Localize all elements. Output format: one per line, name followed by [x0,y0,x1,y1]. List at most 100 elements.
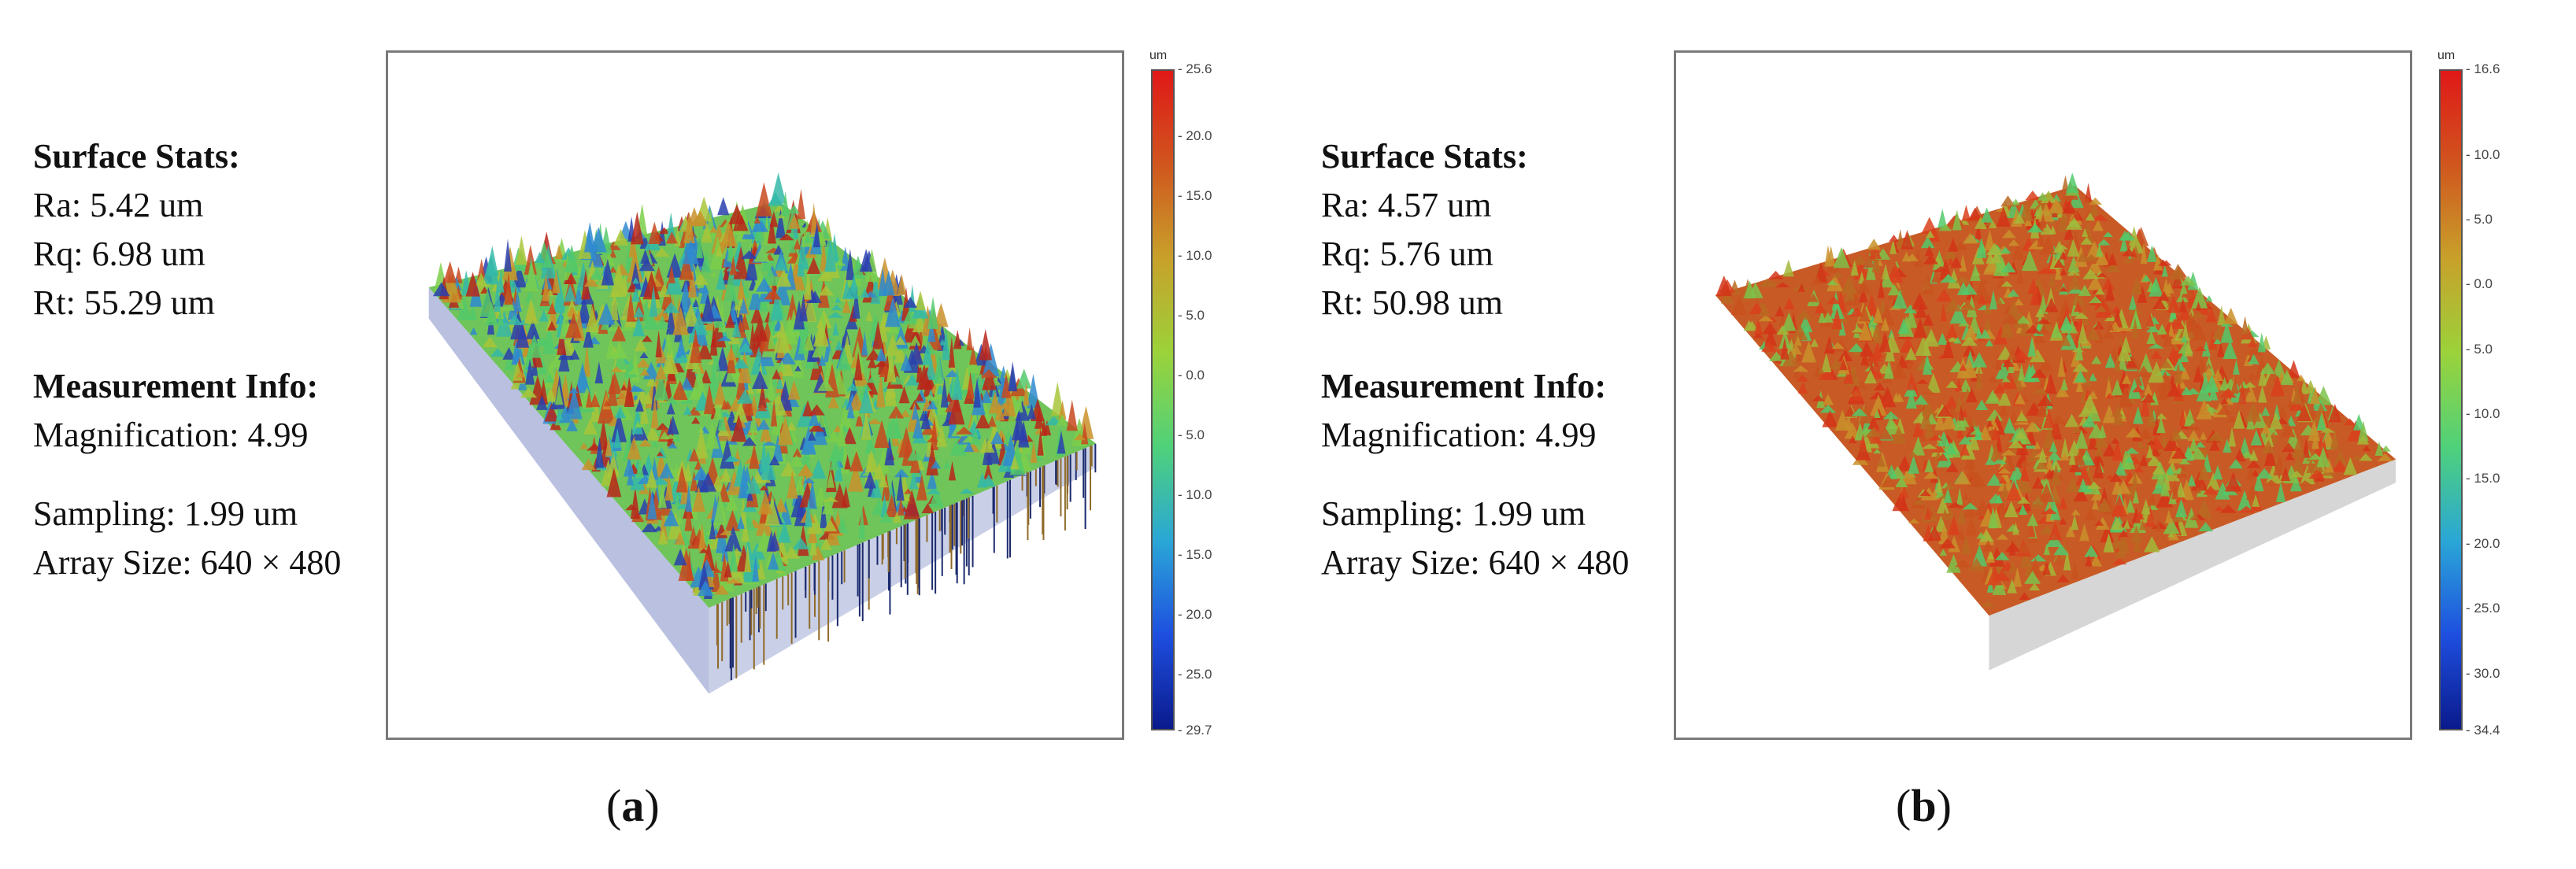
surface-peak [2123,519,2131,529]
surface-peak [2017,542,2031,553]
surface-peak [878,446,890,474]
surface-peak [2048,198,2065,213]
surface-peak [786,421,797,431]
surface-peak [1906,355,1914,370]
surface-peak [1821,353,1832,372]
surface-peak [564,312,582,338]
surface-peak [2012,567,2023,587]
surface-peak [2316,446,2330,468]
surface-peak [2000,195,2015,207]
surface-peak [1859,341,1875,357]
surface-peak [894,345,908,363]
surface-peak [2176,481,2186,498]
surface-peak [1988,507,1998,529]
surface-peak [698,522,706,551]
surface-peak [2037,325,2050,335]
surface-peak [778,360,786,372]
surface-peak [590,393,601,408]
surface-peak [772,368,782,379]
surface-peak [818,354,827,366]
surface-peak [630,486,640,520]
rt-value: Rt: 55.29 um [33,283,216,322]
surface-peak [689,328,702,364]
surface-peak [827,394,839,409]
surface-peak [2125,427,2142,438]
surface-peak [610,366,623,372]
surface-peak [806,257,821,274]
surface-peak [2053,544,2070,556]
surface-peak [443,261,457,283]
rq-value: Rq: 6.98 um [33,235,205,273]
surface-peak [2008,439,2024,449]
surface-peak [2148,489,2156,506]
surface-peak [752,370,768,390]
surface-peak [650,441,660,447]
surface-peak [2103,533,2115,553]
surface-peak [635,399,644,412]
surface-peak [1814,301,1826,314]
surface-peak [2027,447,2042,462]
surface-peak [2328,404,2342,423]
surface-peak [911,403,920,420]
surface-peak [1937,495,1949,514]
surface-peak [1920,235,1935,249]
surface-peak [1880,316,1890,331]
magnification-value: Magnification: 4.99 [33,416,309,454]
surface-peak [2007,346,2018,361]
colorbar-tick-label: - 10.0 [1178,247,1212,263]
surface-peak [1782,349,1800,368]
surface-peak [1994,295,2003,305]
surface-peak [893,414,901,439]
surface-peak [2160,481,2171,497]
surface-peak [934,350,944,384]
surface-peak [2155,519,2162,532]
surface-peak [663,508,679,527]
surface-peak [1883,415,1899,435]
surface-peak [2029,349,2045,363]
surface-peak [805,497,812,527]
surface-peak [634,338,647,352]
surface-peak [2159,359,2173,368]
surface-peak [2059,251,2067,260]
colorbar-gradient [2439,69,2463,730]
surface-peak [2049,417,2063,440]
surface-peak [679,376,694,390]
surface-peak [1959,363,1967,372]
surface-peak [920,424,937,435]
surface-peak [674,493,681,507]
surface-peak [2003,417,2016,434]
surface-peak [607,451,620,477]
surface-peak [698,561,710,590]
surface-peak [2050,209,2058,218]
surface-peak [609,266,617,273]
surface-peak [1960,535,1971,555]
surface-peak [761,441,778,446]
surface-peak [2072,363,2089,372]
surface-peak [2297,403,2312,422]
surface-peak [666,304,676,335]
surface-peak [2169,264,2187,280]
surface-peak [2043,468,2056,479]
surface-peak [940,377,949,408]
surface-peak [2167,530,2180,541]
surface-peak [2021,250,2038,272]
surface-peak [2111,346,2118,358]
surface-peak [1978,425,1992,441]
surface-peak [915,392,924,401]
surface-peak [2109,411,2125,417]
surface-peak [1873,448,1882,454]
surface-peak [945,369,960,378]
surface-peak [583,342,590,377]
surface-peak [811,420,827,446]
surface-peak [872,462,886,480]
surface-peak [2009,464,2024,480]
surface-peak [817,378,834,391]
surface-peak [2068,449,2076,465]
surface-peak [1813,364,1823,378]
surface-peak [469,327,478,335]
surface-peak [2026,513,2039,527]
surface-peak [792,448,802,457]
caption-open: ( [1896,780,1912,831]
surface-peak [675,465,688,493]
surface-peak [813,222,821,248]
